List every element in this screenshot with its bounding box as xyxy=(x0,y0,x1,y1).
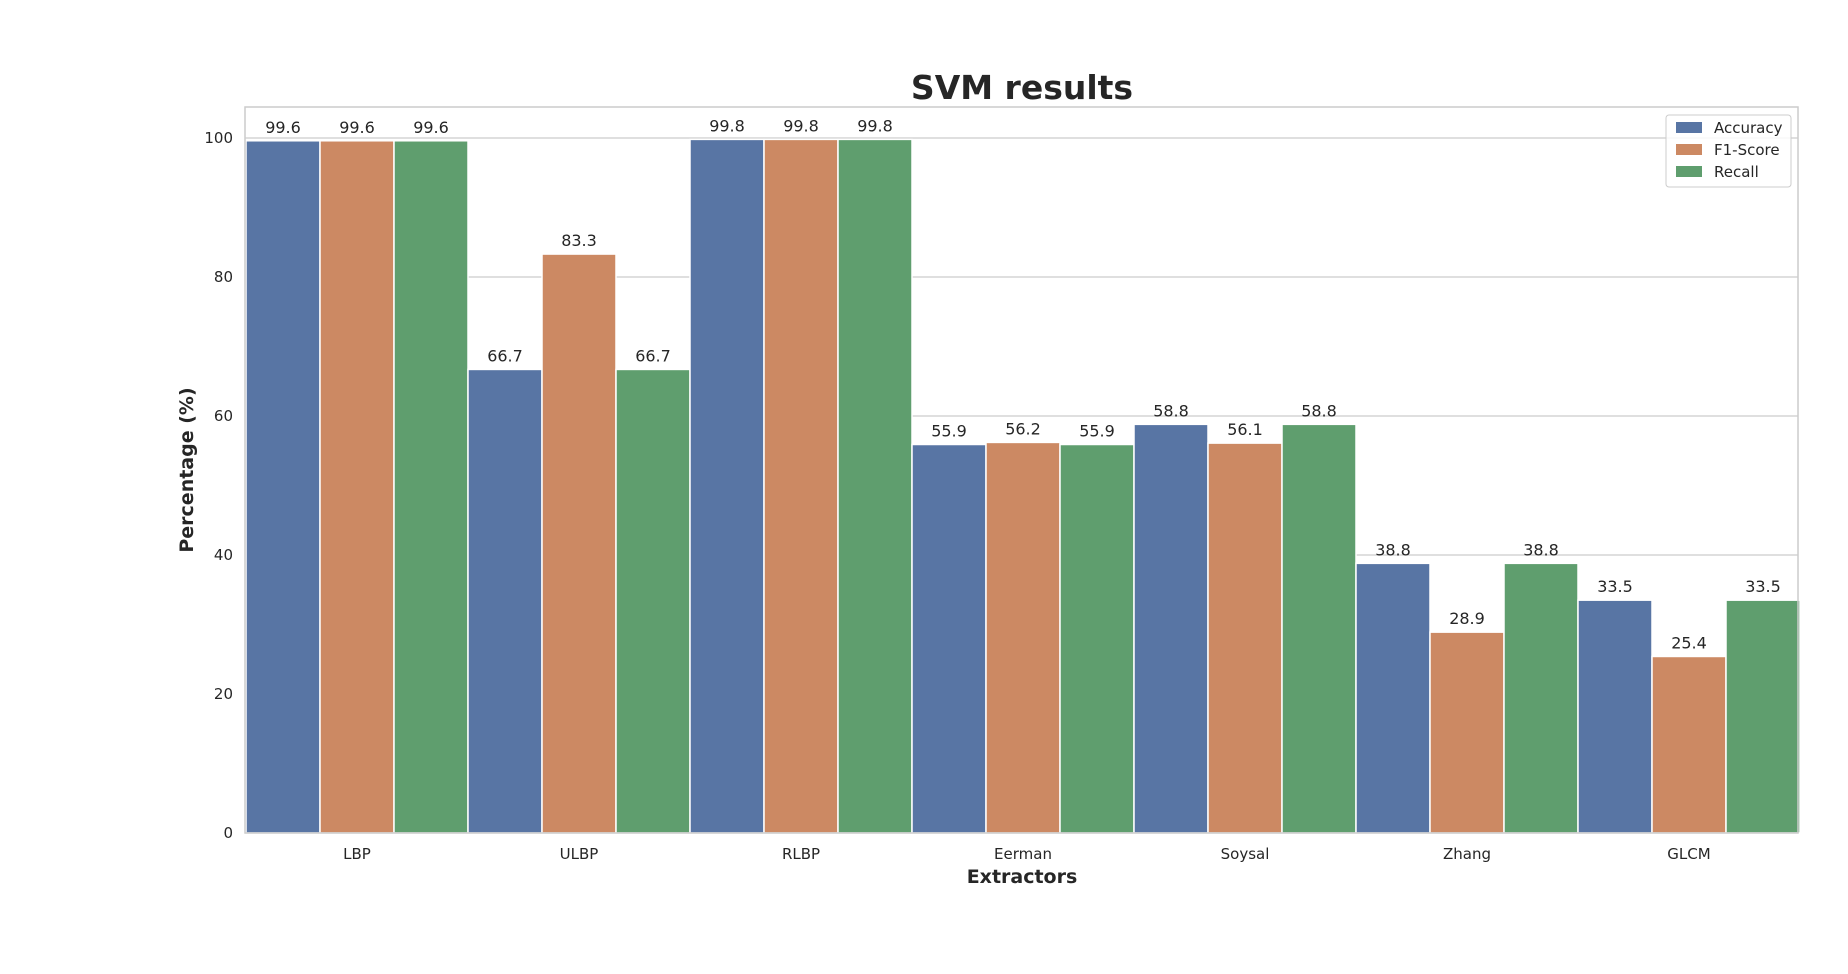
x-tick-label: GLCM xyxy=(1667,845,1710,863)
bar xyxy=(1059,443,1135,834)
bar-value-label: 99.8 xyxy=(709,116,745,135)
y-axis-ticks: 0 20 40 60 80 100 xyxy=(204,129,233,842)
bar xyxy=(615,368,691,834)
bar xyxy=(911,443,987,834)
bar-value-label: 58.8 xyxy=(1301,401,1337,420)
y-tick-label: 100 xyxy=(204,129,233,147)
bar-value-label: 33.5 xyxy=(1597,577,1633,596)
bar xyxy=(1355,562,1431,834)
bar xyxy=(1133,423,1209,834)
bar-value-label: 56.2 xyxy=(1005,419,1041,438)
bars xyxy=(245,138,1801,834)
bar xyxy=(1429,631,1505,834)
bar-value-label: 25.4 xyxy=(1671,633,1707,652)
x-axis-ticks: LBP ULBP RLBP Eerman Soysal Zhang GLCM xyxy=(343,845,1711,863)
y-tick-label: 20 xyxy=(214,685,233,703)
bar xyxy=(689,138,765,834)
bar xyxy=(541,253,617,834)
chart-title: SVM results xyxy=(911,68,1133,107)
legend: Accuracy F1-Score Recall xyxy=(1665,114,1792,188)
y-tick-label: 40 xyxy=(214,546,233,564)
bar-value-label: 58.8 xyxy=(1153,401,1189,420)
x-tick-label: LBP xyxy=(343,845,371,863)
bar-value-label: 99.6 xyxy=(265,118,301,137)
bar xyxy=(393,140,469,834)
bar xyxy=(1207,442,1283,834)
bar xyxy=(837,138,913,834)
y-tick-label: 0 xyxy=(223,824,233,842)
bar xyxy=(1503,562,1579,834)
bar-value-label: 99.8 xyxy=(783,116,819,135)
bar-value-labels: 99.6 99.6 99.6 66.7 83.3 66.7 99.8 99.8 99.8 55.9… xyxy=(265,116,1781,652)
plot-area-frame xyxy=(244,106,1799,834)
bar xyxy=(985,441,1061,834)
bar-value-label: 38.8 xyxy=(1375,540,1411,559)
legend-label: Recall xyxy=(1714,163,1759,181)
legend-swatch xyxy=(1676,144,1702,155)
legend-swatch xyxy=(1676,122,1702,133)
bar-value-label: 66.7 xyxy=(635,346,671,365)
bar xyxy=(1281,423,1357,834)
bar xyxy=(1651,655,1727,834)
bar-value-label: 55.9 xyxy=(931,421,967,440)
legend-swatch xyxy=(1676,166,1702,177)
y-axis-label: Percentage (%) xyxy=(176,387,198,552)
bar-value-label: 66.7 xyxy=(487,346,523,365)
y-tick-label: 80 xyxy=(214,268,233,286)
bar-value-label: 99.6 xyxy=(339,118,375,137)
x-tick-label: ULBP xyxy=(560,845,599,863)
x-axis-label: Extractors xyxy=(967,866,1078,888)
bar-value-label: 28.9 xyxy=(1449,609,1485,628)
bar-value-label: 83.3 xyxy=(561,231,597,250)
bar-value-label: 99.8 xyxy=(857,116,893,135)
bar-value-label: 99.6 xyxy=(413,118,449,137)
x-tick-label: Soysal xyxy=(1221,845,1270,863)
bar xyxy=(763,138,839,834)
bar-value-label: 38.8 xyxy=(1523,540,1559,559)
bar-value-label: 56.1 xyxy=(1227,420,1263,439)
bar xyxy=(467,368,543,834)
bar-value-label: 33.5 xyxy=(1745,577,1781,596)
bar xyxy=(1577,599,1653,834)
legend-label: F1-Score xyxy=(1714,141,1780,159)
x-tick-label: Eerman xyxy=(994,845,1052,863)
x-tick-label: RLBP xyxy=(782,845,820,863)
y-tick-label: 60 xyxy=(214,407,233,425)
legend-label: Accuracy xyxy=(1714,119,1783,137)
bar xyxy=(1725,599,1801,834)
x-tick-label: Zhang xyxy=(1443,845,1491,863)
bar xyxy=(245,140,321,834)
bar-value-label: 55.9 xyxy=(1079,421,1115,440)
bar xyxy=(319,140,395,834)
